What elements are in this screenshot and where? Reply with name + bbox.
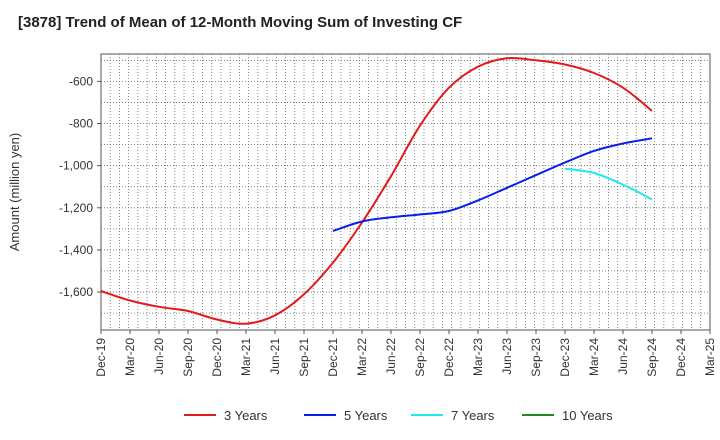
x-tick-label: Jun-20 [152,338,166,375]
x-tick-label: Mar-23 [471,338,485,376]
x-tick-label: Mar-25 [703,338,717,376]
y-tick-label: -800 [69,117,93,131]
x-tick-label: Sep-22 [413,338,427,377]
x-tick-label: Jun-21 [268,338,282,375]
y-tick-label: -1,000 [59,159,93,173]
x-tick-label: Sep-24 [645,338,659,377]
y-tick-label: -1,600 [59,285,93,299]
series-line-7-years [564,167,653,201]
x-tick-label: Jun-24 [616,338,630,375]
x-tick-label: Dec-21 [326,338,340,377]
x-tick-label: Mar-21 [239,338,253,376]
x-tick-label: Mar-24 [587,338,601,376]
x-tick-label: Dec-22 [442,338,456,377]
legend-label-7-years: 7 Years [451,408,495,423]
y-tick-label: -1,200 [59,201,93,215]
legend-label-10-years: 10 Years [562,408,613,423]
x-axis: Dec-19 Mar-20 Jun-20 Sep-20 Dec-20 Mar-21 Jun-… [94,330,717,377]
y-tick-label: -1,400 [59,243,93,257]
series-line-3-years [100,56,653,325]
x-tick-label: Mar-20 [123,338,137,376]
series-line-5-years [332,137,653,232]
x-tick-label: Sep-23 [529,338,543,377]
x-tick-label: Jun-22 [384,338,398,375]
y-axis: -1,600 -1,400 -1,200 -1,000 -800 -600 [59,74,101,299]
grid-lines [101,54,710,330]
x-tick-label: Dec-24 [674,338,688,377]
y-tick-label: -600 [69,74,93,88]
legend-label-5-years: 5 Years [344,408,388,423]
chart-title: [3878] Trend of Mean of 12-Month Moving … [18,14,463,31]
x-tick-label: Sep-21 [297,338,311,377]
x-tick-label: Jun-23 [500,338,514,375]
legend: 3 Years 5 Years 7 Years 10 Years [184,408,613,423]
x-tick-label: Dec-20 [210,338,224,377]
x-tick-label: Sep-20 [181,338,195,377]
series-lines [100,56,653,325]
x-tick-label: Mar-22 [355,338,369,376]
x-tick-label: Dec-23 [558,338,572,377]
legend-label-3-years: 3 Years [224,408,268,423]
y-axis-title: Amount (million yen) [7,133,22,252]
x-tick-label: Dec-19 [94,338,108,377]
